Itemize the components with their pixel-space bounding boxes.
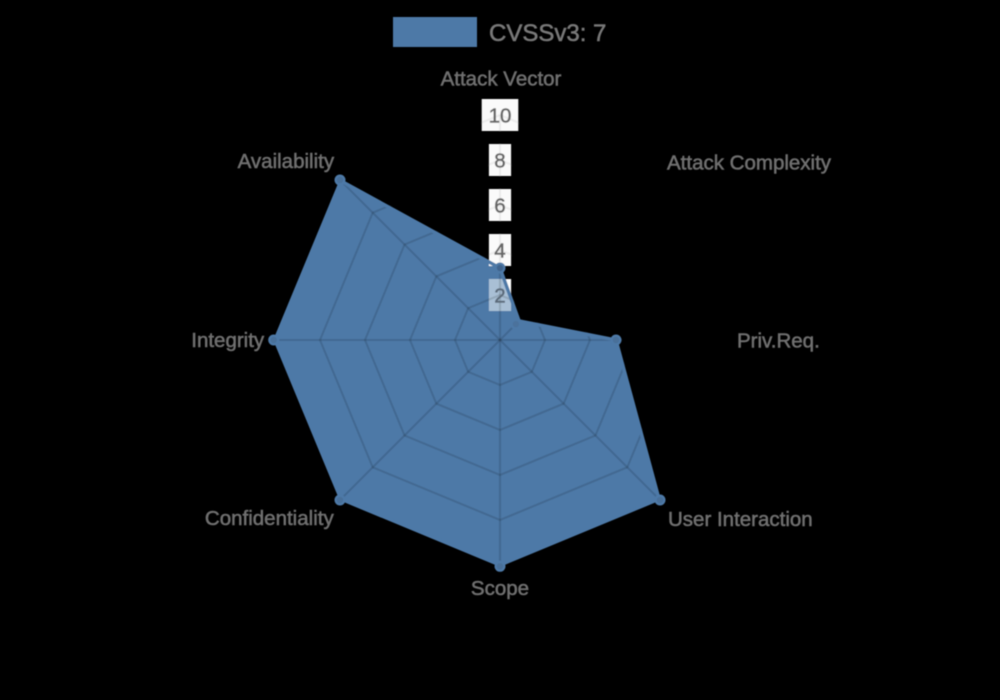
svg-text:Confidentiality: Confidentiality	[205, 507, 335, 530]
svg-text:Integrity: Integrity	[191, 329, 265, 352]
svg-text:6: 6	[494, 194, 505, 217]
svg-text:Scope: Scope	[471, 577, 529, 600]
svg-text:2: 2	[494, 284, 505, 307]
svg-text:Attack Vector: Attack Vector	[441, 67, 562, 90]
svg-text:10: 10	[489, 104, 512, 127]
svg-text:8: 8	[494, 149, 505, 172]
svg-text:CVSSv3: 7: CVSSv3: 7	[489, 20, 606, 47]
svg-text:Attack Complexity: Attack Complexity	[667, 152, 832, 175]
svg-text:Priv.Req.: Priv.Req.	[737, 329, 820, 352]
svg-text:User Interaction: User Interaction	[668, 508, 813, 531]
svg-text:4: 4	[494, 239, 505, 262]
svg-text:Availability: Availability	[238, 150, 335, 173]
